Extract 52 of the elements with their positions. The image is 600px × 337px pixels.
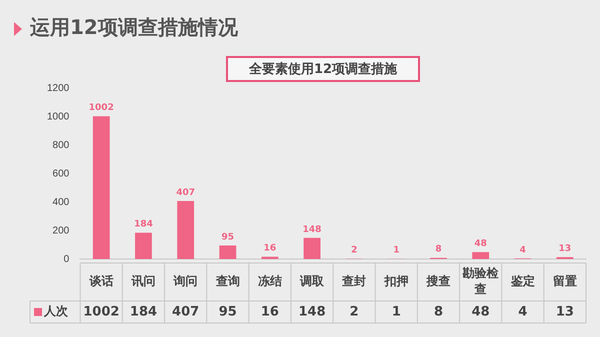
x-tick-label: 冻结 <box>258 274 282 288</box>
bar <box>304 238 320 259</box>
bar <box>177 201 194 259</box>
text: 8 <box>435 244 442 255</box>
x-tick-label: 询问 <box>172 274 198 288</box>
data-label: 407 <box>172 304 200 320</box>
text: 4 <box>520 245 526 256</box>
text: 184 <box>134 220 153 230</box>
chart-title: 运用12项调查措施情况 <box>30 14 238 41</box>
y-tick-label: 0 <box>64 254 70 265</box>
x-tick-label: 鉴定 <box>510 274 535 288</box>
x-tick-label: 扣押 <box>383 274 408 288</box>
x-tick-label: 留置 <box>552 274 577 288</box>
y-tick-label: 400 <box>52 196 70 208</box>
x-tick-label: 调取 <box>299 274 326 288</box>
x-tick-label: 谈话 <box>88 274 114 288</box>
data-label: 148 <box>298 304 326 320</box>
text: 95 <box>221 232 234 242</box>
y-tick-label: 800 <box>52 140 70 151</box>
bar <box>472 252 490 259</box>
x-tick-label: 勘验检查 <box>462 266 500 296</box>
data-label: 8 <box>434 304 444 320</box>
bar <box>219 245 236 259</box>
data-label: 4 <box>518 304 528 320</box>
text: 48 <box>474 239 487 250</box>
text: 407 <box>176 188 196 198</box>
chart-subtitle: 全要素使用12项调查措施 <box>226 56 420 82</box>
data-label: 13 <box>556 304 574 320</box>
x-tick-label: 搜查 <box>425 274 450 288</box>
bar <box>92 116 110 259</box>
data-label: 95 <box>218 304 237 320</box>
y-tick-label: 200 <box>52 225 70 236</box>
text: 2 <box>351 246 358 256</box>
text: 1 <box>393 246 400 256</box>
data-label: 2 <box>350 304 359 320</box>
text: 16 <box>264 244 276 254</box>
y-tick-label: 1000 <box>46 111 70 122</box>
text: 13 <box>558 244 572 254</box>
y-tick-label: 600 <box>52 168 70 180</box>
data-label: 184 <box>130 304 158 320</box>
data-label: 1002 <box>83 304 120 320</box>
x-tick-label: 查询 <box>214 274 240 288</box>
text: 1002 <box>88 103 114 114</box>
legend-label: 人次 <box>43 304 69 318</box>
text: 148 <box>302 224 322 235</box>
x-tick-label: 查封 <box>341 274 366 288</box>
bar <box>135 232 152 259</box>
data-label: 48 <box>472 304 490 320</box>
y-tick-label: 1200 <box>46 82 70 94</box>
data-label: 16 <box>260 304 279 320</box>
data-label: 1 <box>392 304 401 320</box>
x-tick-label: 讯问 <box>130 274 156 288</box>
